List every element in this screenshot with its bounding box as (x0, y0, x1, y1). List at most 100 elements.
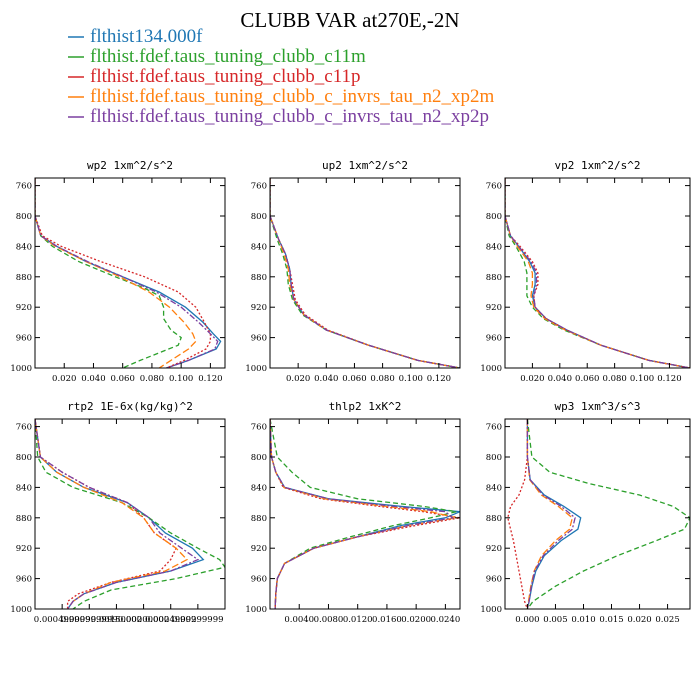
series-line (270, 178, 460, 368)
y-tick-label: 1000 (10, 364, 32, 374)
y-tick-label: 760 (486, 182, 502, 192)
x-tick-label: 0.0080 (314, 615, 344, 625)
x-tick-label: 0.0040 (284, 615, 314, 625)
panel-4: rtp2 1E-6x(kg/kg)^2 760 800 840 880 920 960 100… (10, 400, 226, 625)
series-line (270, 178, 460, 368)
y-tick-label: 1000 (245, 605, 267, 615)
y-tick-label: 840 (251, 242, 267, 252)
y-tick-label: 840 (486, 242, 502, 252)
y-tick-label: 920 (16, 303, 32, 313)
plot-frame (269, 418, 461, 610)
y-tick-label: 960 (16, 575, 32, 585)
figure-title: CLUBB VAR at270E,-2N (240, 8, 459, 32)
y-tick-label: 880 (251, 514, 267, 524)
panel-3: vp2 1xm^2/s^2 760 800 840 880 920 960 1000 0.020… (480, 159, 691, 384)
x-tick-label: 0.080 (140, 374, 164, 384)
plot-frame (269, 177, 461, 369)
y-tick-label: 960 (486, 575, 502, 585)
y-tick-label: 880 (16, 273, 32, 283)
x-tick-label: 0.040 (314, 374, 338, 384)
series-line (270, 419, 460, 609)
x-tick-label: 0.000 (515, 615, 539, 625)
x-tick-label: 0.00150000 (91, 615, 142, 625)
plot-frame (504, 177, 691, 369)
y-tick-label: 1000 (480, 364, 502, 374)
plot-frame (504, 418, 691, 610)
x-tick-label: 0.020 (520, 374, 544, 384)
y-tick-label: 920 (251, 303, 267, 313)
legend: flthist134.000fflthist.fdef.taus_tuning_… (68, 26, 494, 127)
series-line (35, 419, 225, 609)
y-tick-label: 960 (16, 334, 32, 344)
series-line (35, 419, 200, 609)
x-tick-label: 0.100 (630, 374, 654, 384)
x-tick-label: 0.020 (52, 374, 76, 384)
panel-title: up2 1xm^2/s^2 (322, 159, 408, 172)
x-tick-label: 0.100 (399, 374, 423, 384)
x-tick-label: 0.080 (370, 374, 394, 384)
y-tick-label: 880 (486, 273, 502, 283)
y-tick-label: 760 (16, 182, 32, 192)
y-tick-label: 920 (251, 544, 267, 554)
y-tick-label: 1000 (245, 364, 267, 374)
legend-entry: flthist.fdef.taus_tuning_clubb_c_invrs_t… (90, 86, 494, 107)
x-tick-label: 0.025 (655, 615, 679, 625)
series-line (270, 178, 460, 368)
y-tick-label: 880 (486, 514, 502, 524)
y-tick-label: 840 (251, 483, 267, 493)
y-tick-label: 760 (251, 182, 267, 192)
plot-frame (34, 177, 226, 369)
x-tick-label: 0.100 (169, 374, 193, 384)
y-tick-label: 760 (16, 423, 32, 433)
series-line (35, 178, 197, 368)
y-tick-label: 800 (486, 453, 502, 463)
x-tick-label: 0.020 (286, 374, 310, 384)
x-tick-label: 0.00249999 (145, 615, 196, 625)
x-tick-label: 0.010 (571, 615, 595, 625)
series-line (35, 178, 212, 368)
y-tick-label: 760 (486, 423, 502, 433)
y-tick-label: 960 (251, 334, 267, 344)
x-tick-label: 0.015 (599, 615, 623, 625)
x-tick-label: 0.000499999 (34, 615, 91, 625)
x-tick-label: 0.060 (111, 374, 135, 384)
series-line (35, 178, 182, 368)
x-tick-label: 0.00299999 (172, 615, 223, 625)
series-line (270, 178, 460, 368)
legend-entry: flthist.fdef.taus_tuning_clubb_c11m (90, 46, 366, 67)
series-line (35, 178, 219, 368)
x-tick-label: 0.120 (657, 374, 681, 384)
y-tick-label: 880 (251, 273, 267, 283)
series-line (526, 419, 690, 609)
x-tick-label: 0.000999999 (61, 615, 118, 625)
x-tick-label: 0.120 (198, 374, 222, 384)
series-line (35, 178, 222, 368)
x-tick-label: 0.0160 (372, 615, 402, 625)
x-tick-label: 0.080 (602, 374, 626, 384)
x-tick-label: 0.005 (543, 615, 567, 625)
x-tick-label: 0.0240 (431, 615, 461, 625)
y-tick-label: 800 (16, 453, 32, 463)
legend-entry: flthist.fdef.taus_tuning_clubb_c11p (90, 66, 361, 87)
series-line (526, 419, 582, 609)
panel-title: rtp2 1E-6x(kg/kg)^2 (67, 400, 193, 413)
plot-frame (34, 418, 226, 610)
x-tick-label: 0.060 (342, 374, 366, 384)
panel-6: wp3 1xm^3/s^3 760 800 840 880 920 960 1000 0.000… (480, 400, 691, 625)
series-line (505, 178, 690, 368)
y-tick-label: 800 (16, 212, 32, 222)
y-tick-label: 1000 (10, 605, 32, 615)
y-tick-label: 800 (251, 212, 267, 222)
series-line (270, 419, 457, 609)
y-tick-label: 920 (486, 303, 502, 313)
panel-title: vp2 1xm^2/s^2 (554, 159, 640, 172)
legend-entry: flthist.fdef.taus_tuning_clubb_c_invrs_t… (90, 106, 489, 127)
y-tick-label: 960 (486, 334, 502, 344)
y-tick-label: 880 (16, 514, 32, 524)
panel-2: up2 1xm^2/s^2 760 800 840 880 920 960 1000 0.020… (245, 159, 461, 384)
y-tick-label: 920 (16, 544, 32, 554)
x-tick-label: 0.0200 (401, 615, 431, 625)
series-line (505, 178, 690, 368)
x-tick-label: 0.040 (81, 374, 105, 384)
